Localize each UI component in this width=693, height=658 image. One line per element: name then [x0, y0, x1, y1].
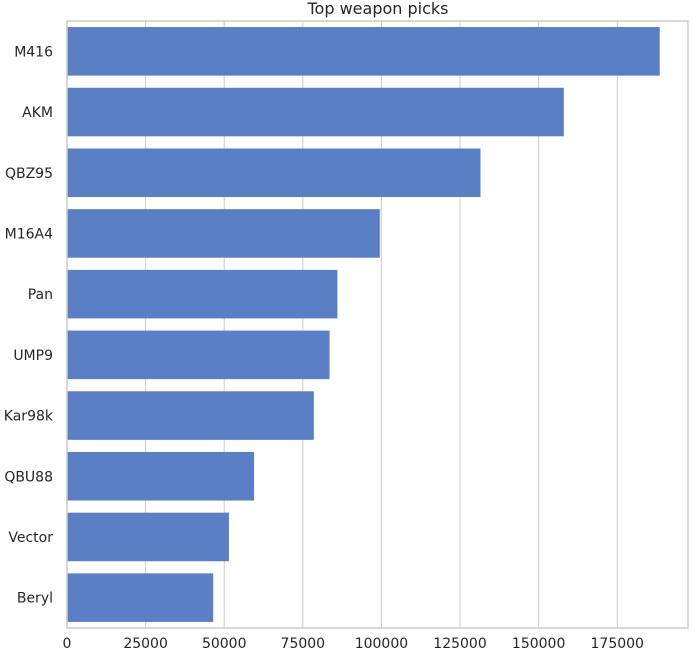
y-tick-label-pan: Pan [28, 287, 53, 303]
y-tick-label-m416: M416 [14, 44, 53, 60]
y-tick-label-qbu88: QBU88 [4, 469, 53, 485]
x-tick-label-0: 0 [63, 636, 72, 652]
bar-m16a4 [67, 209, 380, 258]
y-tick-label-kar98k: Kar98k [4, 409, 54, 425]
x-tick-label-2: 50000 [202, 636, 247, 652]
x-tick-label-7: 175000 [591, 636, 644, 652]
bar-qbz95 [67, 148, 481, 198]
bar-m416 [67, 27, 660, 76]
x-tick-label-3: 75000 [281, 636, 326, 652]
y-tick-labels: M416 AKM QBZ95 M16A4 Pan UMP9 Kar98k QBU88 Vecto… [4, 44, 54, 606]
x-tick-label-5: 125000 [433, 636, 486, 652]
plot-frame [66, 20, 689, 629]
bars [67, 27, 660, 622]
bar-pan [67, 269, 338, 319]
y-tick-label-vector: Vector [8, 530, 53, 546]
bar-vector [67, 512, 229, 562]
bar-beryl [67, 573, 214, 622]
y-tick-label-beryl: Beryl [17, 591, 53, 607]
y-tick-label-ump9: UMP9 [13, 348, 53, 364]
x-tick-label-6: 150000 [512, 636, 565, 652]
bar-akm [67, 87, 564, 137]
x-tick-labels: 0 25000 50000 75000 100000 125000 150000 175000 [63, 636, 644, 652]
x-tick-label-4: 100000 [355, 636, 408, 652]
bar-ump9 [67, 330, 330, 380]
x-tick-label-1: 25000 [123, 636, 168, 652]
y-tick-label-m16a4: M16A4 [5, 226, 53, 242]
plot-border [66, 20, 689, 629]
y-tick-label-qbz95: QBZ95 [5, 166, 53, 182]
y-tick-label-akm: AKM [22, 105, 53, 121]
bar-kar98k [67, 391, 314, 440]
chart-title: Top weapon picks [307, 0, 449, 18]
bar-qbu88 [67, 451, 255, 501]
